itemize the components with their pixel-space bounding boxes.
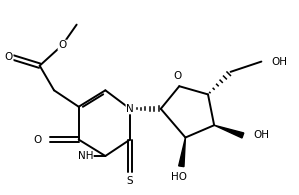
Text: O: O <box>33 135 42 144</box>
Polygon shape <box>179 137 185 167</box>
Text: N: N <box>126 104 134 114</box>
Text: OH: OH <box>253 130 269 140</box>
Text: NH: NH <box>77 151 93 161</box>
Text: HO: HO <box>171 172 187 182</box>
Text: S: S <box>127 176 133 186</box>
Text: O: O <box>58 40 66 50</box>
Polygon shape <box>214 125 244 138</box>
Text: OH: OH <box>271 57 288 66</box>
Text: O: O <box>173 71 181 81</box>
Text: O: O <box>5 52 13 62</box>
